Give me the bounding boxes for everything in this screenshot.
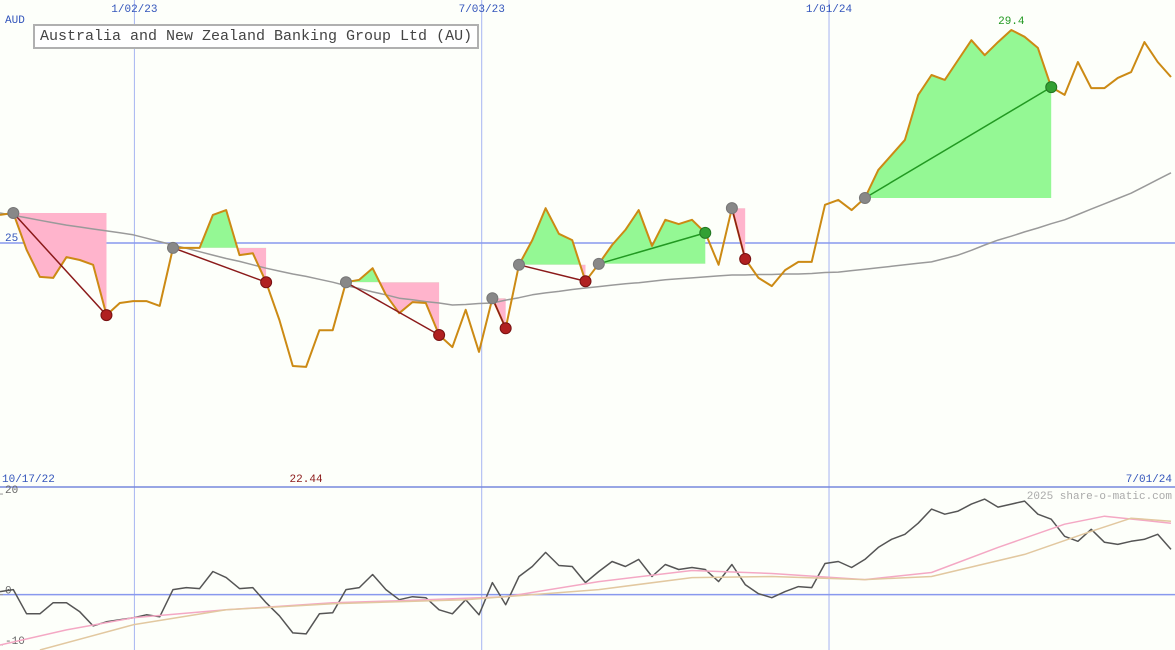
- trade-exit-marker: [1045, 81, 1058, 94]
- trade-line: [598, 232, 706, 265]
- trade-line: [12, 212, 108, 316]
- series-line: [0, 172, 1172, 306]
- trade-exit-marker: [579, 275, 592, 288]
- trade-line: [345, 281, 440, 336]
- trade-line: [731, 207, 746, 260]
- trade-entry-marker: [339, 276, 352, 289]
- trade-gain-area: [864, 30, 1052, 198]
- max-label: 29.4: [998, 16, 1025, 28]
- trade-entry-marker: [166, 241, 179, 254]
- x-tick-label: 1/02/23: [111, 4, 157, 16]
- trade-entry-marker: [858, 191, 871, 204]
- series-line: [0, 498, 1172, 635]
- chart-title: Australia and New Zealand Banking Group …: [33, 24, 480, 49]
- trade-entry-marker: [512, 258, 525, 271]
- trade-exit-marker: [260, 276, 273, 289]
- y-tick-label: 0: [5, 586, 12, 598]
- trade-loss-area: [379, 282, 440, 335]
- trade-entry-marker: [725, 202, 738, 215]
- y-tick-label: 20: [5, 485, 18, 497]
- trade-entry-marker: [592, 257, 605, 270]
- trade-loss-area: [173, 247, 267, 283]
- trade-entry-marker: [7, 207, 20, 220]
- trade-exit-marker: [499, 322, 512, 335]
- trade-exit-marker: [100, 309, 113, 322]
- trade-line: [172, 247, 267, 283]
- trade-loss-area: [864, 197, 1052, 198]
- x-tick-label: 1/01/24: [806, 4, 853, 16]
- x-range-end: 7/01/24: [1126, 474, 1173, 486]
- trade-exit-marker: [433, 328, 446, 341]
- trade-line: [864, 86, 1052, 199]
- y-tick-label: 25: [5, 233, 18, 245]
- x-tick-label: 7/03/23: [459, 4, 505, 16]
- min-label: 22.44: [290, 474, 323, 486]
- watermark: 2025 share-o-matic.com: [1027, 491, 1173, 503]
- trade-exit-marker: [739, 252, 752, 265]
- trade-gain-area: [519, 208, 586, 265]
- series-line: [0, 515, 1172, 646]
- trade-gain-area: [598, 210, 706, 264]
- trade-gain-area: [13, 213, 107, 214]
- trade-exit-marker: [699, 226, 712, 239]
- y-axis-label: AUD: [5, 15, 25, 27]
- series-line: [39, 517, 1172, 650]
- x-range-start: 10/17/22: [2, 474, 55, 486]
- trade-loss-area: [580, 264, 586, 282]
- trade-line: [518, 264, 586, 282]
- trade-gain-area: [199, 210, 238, 248]
- trade-entry-marker: [486, 292, 499, 305]
